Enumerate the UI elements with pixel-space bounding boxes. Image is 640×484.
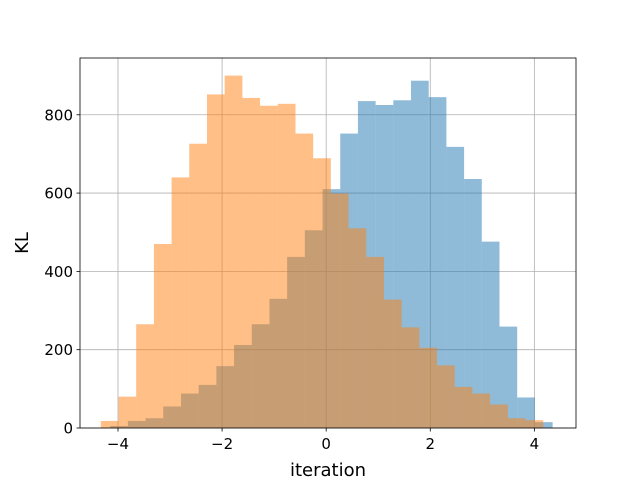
histogram-bar	[242, 97, 261, 428]
y-tick-label: 200	[44, 341, 73, 359]
x-tick-label: 0	[321, 435, 331, 453]
x-tick-label: 2	[425, 435, 435, 453]
y-tick-label: 400	[44, 263, 73, 281]
histogram-bar	[534, 422, 553, 428]
histogram-bar	[153, 243, 172, 428]
x-tick-label: −2	[211, 435, 233, 453]
y-tick-label: 600	[44, 185, 73, 203]
bars	[100, 75, 553, 429]
histogram-bar	[499, 326, 518, 428]
x-tick-label: −4	[107, 435, 129, 453]
ticks: −4 −2 0 2 4 0 200 400 600 800	[44, 106, 539, 453]
histogram-bar	[428, 97, 447, 428]
histogram-bar	[206, 94, 225, 429]
histogram-bar	[171, 177, 190, 428]
histogram-bar	[330, 193, 349, 428]
histogram-bar	[295, 133, 314, 428]
histogram-bar	[366, 256, 384, 428]
histogram-bar	[464, 178, 482, 428]
histogram-bar	[224, 75, 243, 428]
y-tick-label: 800	[44, 106, 73, 124]
histogram-bar	[446, 146, 465, 429]
histogram-bar	[118, 396, 137, 428]
histogram-bar	[348, 228, 367, 428]
x-tick-label: 4	[530, 435, 540, 453]
histogram-bar	[401, 327, 420, 428]
y-tick-label: 0	[63, 420, 73, 438]
histogram-bar	[472, 393, 491, 428]
histogram-bar	[419, 347, 438, 428]
histogram-bar	[507, 418, 526, 428]
histogram-bar	[260, 105, 278, 428]
series-2	[100, 75, 544, 429]
histogram-bar	[136, 324, 154, 428]
plot-frame	[79, 57, 577, 429]
histogram-bar	[313, 158, 331, 429]
histogram-bar	[383, 299, 402, 428]
histogram-bar	[525, 420, 544, 428]
histogram-bar	[481, 241, 500, 428]
histogram-bar	[100, 420, 119, 428]
x-axis-label: iteration	[290, 460, 366, 480]
histogram-bar	[277, 103, 296, 429]
histogram-bar	[437, 365, 455, 428]
histogram-bar	[189, 143, 207, 428]
histogram-bar	[490, 404, 508, 428]
y-axis-label: KL	[12, 232, 33, 254]
histogram-bar	[454, 386, 473, 428]
